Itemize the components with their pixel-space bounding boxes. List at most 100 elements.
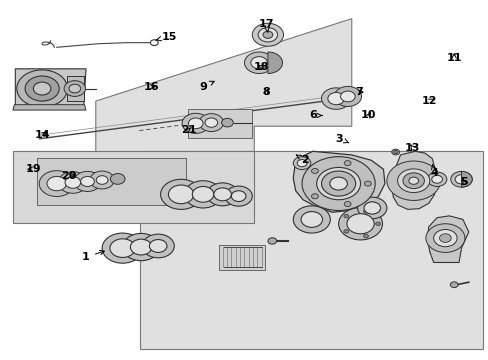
Circle shape xyxy=(431,175,442,183)
Text: 11: 11 xyxy=(446,53,461,63)
Circle shape xyxy=(39,171,74,197)
Text: 14: 14 xyxy=(34,130,50,140)
Polygon shape xyxy=(15,69,86,108)
Wedge shape xyxy=(461,171,471,187)
Text: 5: 5 xyxy=(459,177,467,187)
Circle shape xyxy=(69,84,81,93)
Text: 4: 4 xyxy=(430,165,438,178)
Text: 10: 10 xyxy=(361,111,376,121)
Text: 20: 20 xyxy=(61,171,77,181)
Text: 6: 6 xyxy=(308,111,322,121)
Circle shape xyxy=(391,149,399,155)
Circle shape xyxy=(90,171,114,189)
Text: 18: 18 xyxy=(253,62,269,72)
Circle shape xyxy=(47,176,66,191)
Circle shape xyxy=(96,176,108,184)
Circle shape xyxy=(250,57,267,69)
Circle shape xyxy=(130,239,152,255)
Circle shape xyxy=(110,239,135,257)
Circle shape xyxy=(450,171,471,187)
Circle shape xyxy=(192,186,213,202)
Circle shape xyxy=(327,93,344,105)
Circle shape xyxy=(204,118,217,127)
Circle shape xyxy=(340,91,354,102)
Circle shape xyxy=(344,202,350,207)
Circle shape xyxy=(375,222,380,226)
Circle shape xyxy=(74,171,101,192)
Circle shape xyxy=(64,81,85,96)
Circle shape xyxy=(402,173,424,189)
Bar xyxy=(219,244,265,270)
Text: 13: 13 xyxy=(404,143,420,153)
Circle shape xyxy=(25,76,59,101)
Circle shape xyxy=(333,86,361,107)
Circle shape xyxy=(188,118,203,129)
Circle shape xyxy=(311,194,318,199)
Text: 19: 19 xyxy=(26,164,41,174)
Polygon shape xyxy=(391,151,434,210)
Circle shape xyxy=(258,28,277,42)
Circle shape xyxy=(329,177,346,190)
Circle shape xyxy=(454,175,467,184)
Polygon shape xyxy=(293,151,384,212)
Circle shape xyxy=(449,282,457,288)
Circle shape xyxy=(363,234,367,238)
Circle shape xyxy=(363,210,367,213)
Circle shape xyxy=(224,186,252,206)
Circle shape xyxy=(33,82,51,95)
Circle shape xyxy=(397,169,429,193)
Circle shape xyxy=(343,230,348,233)
Circle shape xyxy=(311,168,318,174)
Circle shape xyxy=(425,224,464,252)
Circle shape xyxy=(357,197,386,219)
Polygon shape xyxy=(427,216,468,262)
Circle shape xyxy=(263,31,272,39)
Circle shape xyxy=(408,177,418,184)
Circle shape xyxy=(427,172,446,186)
Circle shape xyxy=(301,212,322,227)
Circle shape xyxy=(122,233,159,261)
Text: 16: 16 xyxy=(144,82,160,92)
Circle shape xyxy=(17,70,67,107)
Circle shape xyxy=(338,208,382,240)
Circle shape xyxy=(110,174,125,184)
Bar xyxy=(66,76,83,101)
Polygon shape xyxy=(13,105,86,110)
Circle shape xyxy=(58,172,87,193)
Text: 21: 21 xyxy=(180,125,196,135)
Polygon shape xyxy=(37,158,185,205)
Text: 2: 2 xyxy=(296,155,309,165)
Circle shape xyxy=(206,183,238,206)
Circle shape xyxy=(160,179,201,210)
Circle shape xyxy=(321,88,350,109)
Circle shape xyxy=(433,229,456,247)
Polygon shape xyxy=(13,151,254,223)
Circle shape xyxy=(199,114,223,132)
Text: 17: 17 xyxy=(258,19,274,32)
Circle shape xyxy=(231,191,245,202)
Circle shape xyxy=(184,181,221,208)
Circle shape xyxy=(364,181,370,186)
Circle shape xyxy=(386,161,440,201)
Circle shape xyxy=(244,52,273,73)
Bar xyxy=(188,109,251,138)
Circle shape xyxy=(168,185,193,204)
Text: 7: 7 xyxy=(354,87,362,97)
Circle shape xyxy=(439,234,450,242)
Polygon shape xyxy=(96,19,351,155)
Circle shape xyxy=(267,238,276,244)
Circle shape xyxy=(149,239,166,252)
Circle shape xyxy=(346,214,373,234)
Circle shape xyxy=(321,171,355,196)
Circle shape xyxy=(213,188,231,201)
Circle shape xyxy=(343,214,348,218)
Circle shape xyxy=(393,150,397,153)
Text: 3: 3 xyxy=(335,134,348,144)
Circle shape xyxy=(65,177,81,188)
Text: 15: 15 xyxy=(156,32,176,41)
Polygon shape xyxy=(140,151,483,348)
Circle shape xyxy=(252,23,283,46)
Circle shape xyxy=(316,167,360,200)
Circle shape xyxy=(302,157,374,211)
Wedge shape xyxy=(267,52,282,73)
